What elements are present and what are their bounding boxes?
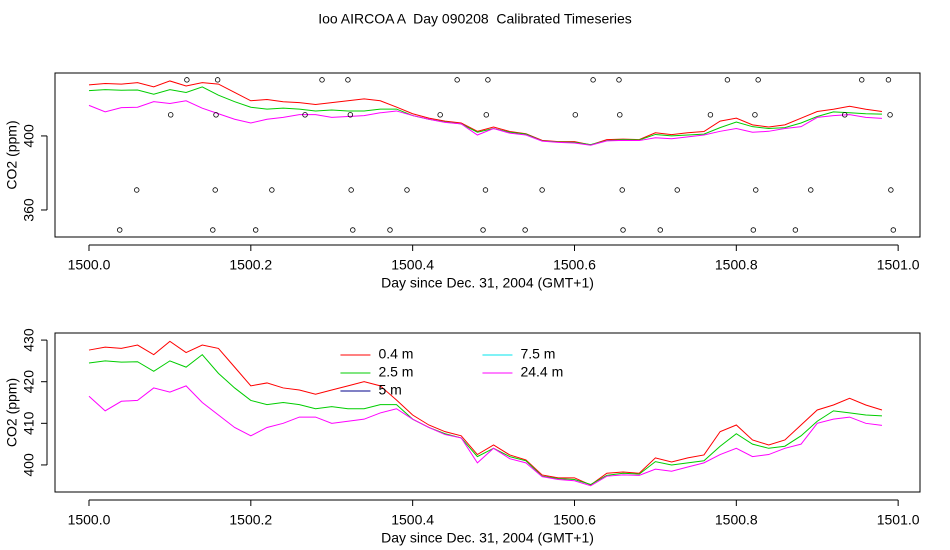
series-line bbox=[88, 353, 882, 486]
data-point bbox=[885, 77, 892, 83]
x-tick-label: 1500.8 bbox=[715, 257, 758, 273]
x-tick-label: 1500.4 bbox=[391, 257, 434, 273]
data-point bbox=[482, 187, 489, 193]
data-point bbox=[620, 227, 626, 233]
data-point bbox=[348, 187, 354, 193]
data-point bbox=[888, 187, 894, 193]
legend-label: 2.5 m bbox=[378, 364, 413, 380]
data-point bbox=[522, 227, 528, 233]
data-point bbox=[752, 112, 758, 118]
legend-label: 0.4 m bbox=[378, 346, 413, 362]
x-tick-label: 1500.0 bbox=[68, 257, 111, 273]
data-point bbox=[707, 112, 714, 118]
data-point bbox=[657, 227, 663, 233]
x-tick-label: 1500.0 bbox=[68, 512, 111, 528]
data-point bbox=[350, 227, 356, 233]
data-point bbox=[454, 77, 460, 83]
x-tick-label: 1501.0 bbox=[877, 512, 920, 528]
data-point bbox=[890, 227, 896, 233]
data-point bbox=[483, 112, 489, 118]
series-line bbox=[88, 340, 883, 486]
data-point bbox=[887, 112, 893, 118]
data-point bbox=[387, 227, 393, 233]
data-point bbox=[184, 77, 190, 83]
data-point bbox=[269, 187, 275, 193]
data-point bbox=[347, 112, 354, 118]
data-point bbox=[792, 227, 799, 233]
data-point bbox=[753, 187, 759, 193]
x-tick-label: 1500.8 bbox=[715, 512, 758, 528]
data-point bbox=[212, 187, 218, 193]
series-line bbox=[88, 100, 882, 146]
x-tick-label: 1501.0 bbox=[877, 257, 920, 273]
y-tick-label: 400 bbox=[21, 453, 37, 477]
data-point bbox=[674, 187, 680, 193]
x-tick-label: 1500.6 bbox=[553, 257, 596, 273]
data-point bbox=[404, 187, 410, 193]
data-point bbox=[437, 112, 443, 118]
data-point bbox=[117, 227, 123, 233]
data-point bbox=[724, 77, 731, 83]
chart-title: Ioo AIRCOA A Day 090208 Calibrated Times… bbox=[318, 11, 632, 27]
legend-label: 24.4 m bbox=[520, 364, 563, 380]
y-tick-label: 430 bbox=[21, 328, 37, 352]
data-point bbox=[755, 77, 761, 83]
y-axis-label: CO2 (ppm) bbox=[4, 120, 20, 189]
series-line bbox=[88, 86, 882, 146]
data-point bbox=[302, 112, 308, 118]
data-point bbox=[214, 77, 221, 83]
x-tick-label: 1500.2 bbox=[229, 512, 272, 528]
x-tick-label: 1500.4 bbox=[391, 512, 434, 528]
y-tick-label: 420 bbox=[21, 370, 37, 394]
plot-frame bbox=[54, 332, 921, 493]
data-point bbox=[617, 112, 623, 118]
data-point bbox=[808, 187, 814, 193]
data-point bbox=[168, 112, 174, 118]
data-point bbox=[842, 112, 848, 118]
data-point bbox=[480, 227, 486, 233]
plot-frame bbox=[54, 72, 921, 238]
data-point bbox=[210, 227, 216, 233]
data-point bbox=[539, 187, 545, 193]
series-line bbox=[88, 385, 883, 487]
data-point bbox=[213, 112, 219, 118]
data-point bbox=[319, 77, 325, 83]
legend-label: 5 m bbox=[378, 382, 401, 398]
y-tick-label: 360 bbox=[21, 198, 37, 222]
legend-label: 7.5 m bbox=[520, 346, 555, 362]
x-axis-label: Day since Dec. 31, 2004 (GMT+1) bbox=[381, 530, 594, 546]
data-point bbox=[345, 77, 351, 83]
y-axis-label: CO2 (ppm) bbox=[4, 378, 20, 447]
y-tick-label: 410 bbox=[21, 411, 37, 435]
data-point bbox=[252, 227, 259, 233]
data-point bbox=[859, 77, 865, 83]
data-point bbox=[590, 77, 596, 83]
y-tick-label: 400 bbox=[21, 124, 37, 148]
data-point bbox=[616, 77, 622, 83]
data-point bbox=[572, 112, 578, 118]
x-tick-label: 1500.2 bbox=[229, 257, 272, 273]
x-tick-label: 1500.6 bbox=[553, 512, 596, 528]
series-line bbox=[88, 80, 883, 146]
data-point bbox=[619, 187, 625, 193]
data-point bbox=[134, 187, 140, 193]
data-point bbox=[750, 227, 757, 233]
x-axis-label: Day since Dec. 31, 2004 (GMT+1) bbox=[381, 275, 594, 291]
data-point bbox=[485, 77, 491, 83]
